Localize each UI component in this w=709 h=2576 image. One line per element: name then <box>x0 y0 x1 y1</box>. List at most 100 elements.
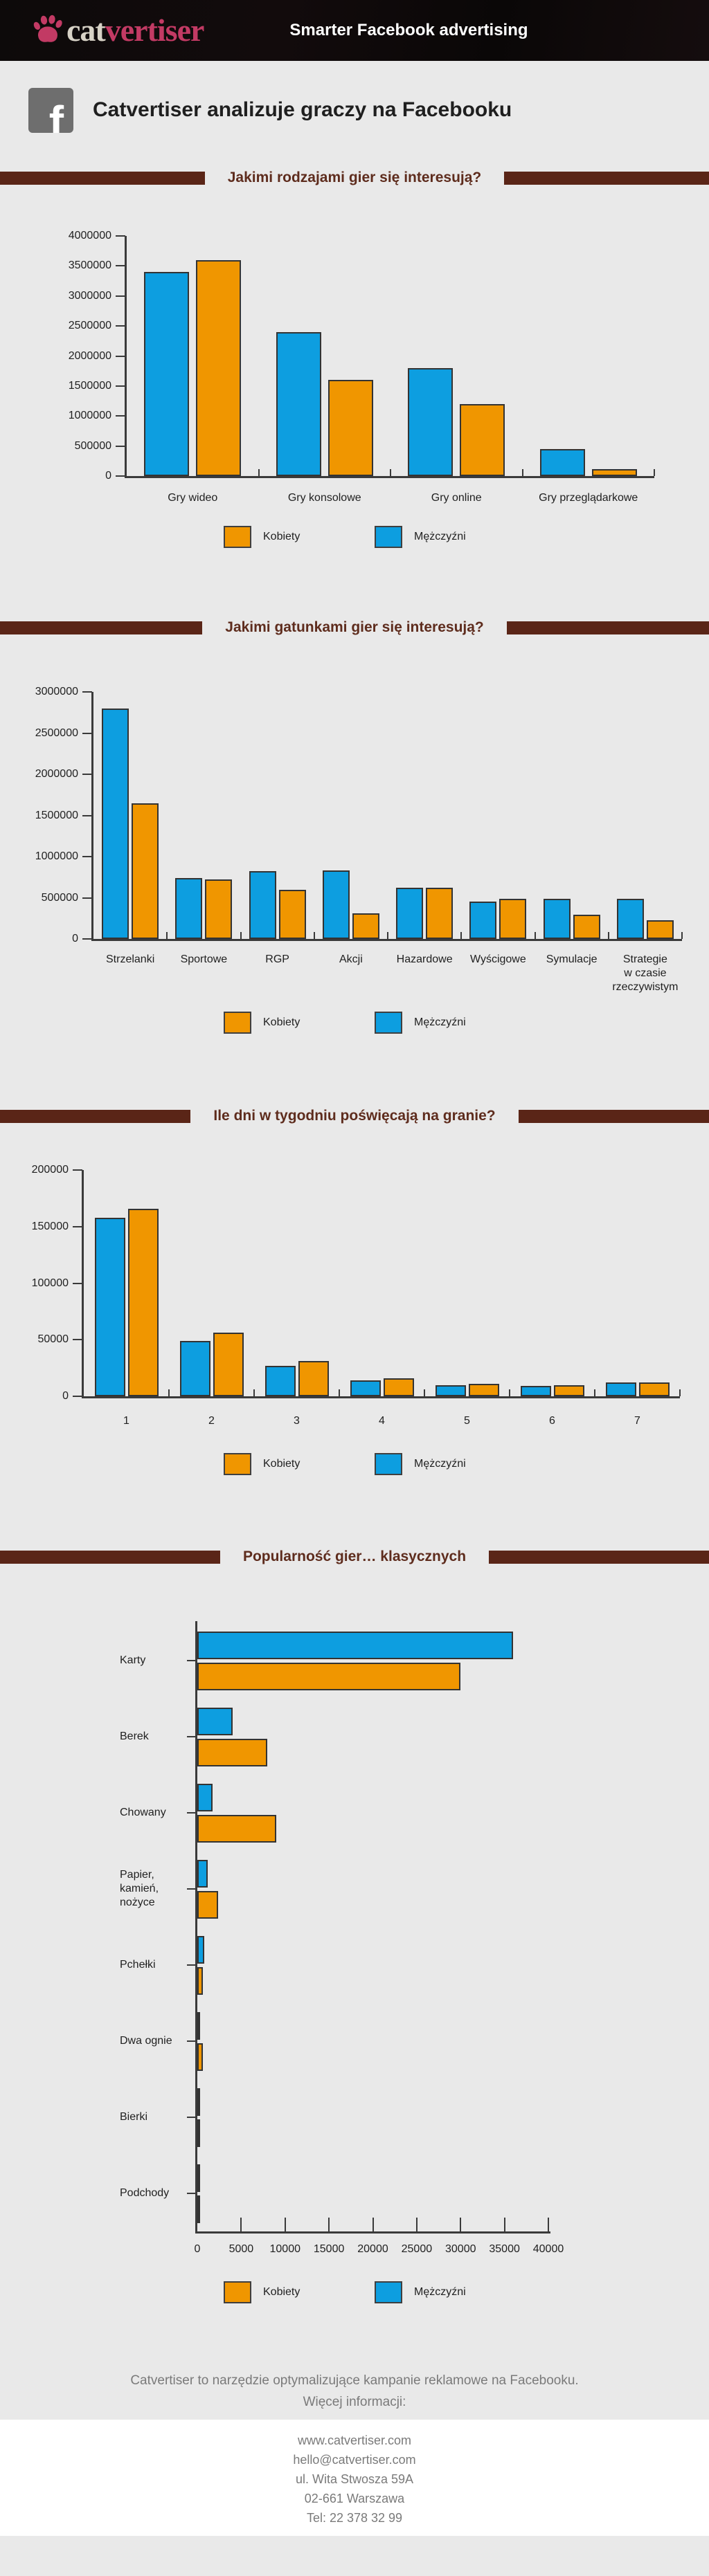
bar-kobiety-4 <box>426 888 454 939</box>
legend-item-mezczyzni: Mężczyźni <box>375 1012 485 1034</box>
x-axis-tick <box>387 932 388 939</box>
y-axis-line <box>91 692 93 941</box>
x-axis-line <box>91 939 682 941</box>
section-header-1: Jakimi rodzajami gier się interesują? <box>0 167 709 188</box>
footer-line-2: Więcej informacji: <box>303 2395 406 2409</box>
logo-text-cat: cat <box>66 12 106 48</box>
y-axis-label: 200000 <box>31 1164 69 1176</box>
bar-kobiety-7 <box>197 2195 200 2223</box>
y-axis-label: 100000 <box>31 1277 69 1289</box>
bar-kobiety-6 <box>573 915 600 939</box>
bar-kobiety-3 <box>591 468 637 476</box>
bar-kobiety-0 <box>132 803 159 939</box>
y-axis-tick <box>116 475 125 477</box>
bar-mezczyzni-6 <box>605 1382 636 1396</box>
x-axis-category-label: Akcji <box>339 953 363 965</box>
x-axis-tick <box>313 932 315 939</box>
section-title-2: Jakimi gatunkami gier się interesują? <box>225 619 484 635</box>
x-axis-tick <box>424 1389 425 1396</box>
x-axis-category-label: 5 <box>464 1415 470 1427</box>
bar-kobiety-5 <box>499 898 527 939</box>
footer-note: Catvertiser to narzędzie optymalizujące … <box>0 2370 709 2413</box>
y-axis-label: 1000000 <box>35 850 78 862</box>
x-axis-category-label: 4 <box>379 1415 385 1427</box>
chart-days-per-week: 0 50000 100000 150000 200000 1 2 3 4 5 6 7 <box>0 1162 709 1432</box>
bar-kobiety-1 <box>213 1333 244 1396</box>
legend-item-mezczyzni: Mężczyźni <box>375 2281 485 2303</box>
bar-mezczyzni-6 <box>543 898 571 939</box>
x-axis-tick <box>460 932 463 939</box>
bar-kobiety-3 <box>197 1890 219 1919</box>
y-axis-label: 2500000 <box>68 320 111 332</box>
x-axis-tick <box>284 2218 286 2231</box>
y-axis-line <box>195 1621 197 2234</box>
section-title-4: Popularność gier… klasycznych <box>242 1549 467 1564</box>
y-axis-tick <box>187 1964 196 1966</box>
facebook-icon: f <box>28 87 73 133</box>
y-axis-tick <box>82 691 92 693</box>
bar-kobiety-1 <box>327 380 373 476</box>
bar-mezczyzni-1 <box>175 877 203 939</box>
bar-kobiety-2 <box>298 1361 329 1396</box>
legend-label-kobiety: Kobiety <box>263 1458 300 1470</box>
legend-item-mezczyzni: Mężczyźni <box>375 526 485 548</box>
bar-mezczyzni-6 <box>197 2088 200 2116</box>
bar-mezczyzni-2 <box>249 871 276 939</box>
y-axis-label: 150000 <box>31 1220 69 1232</box>
bar-kobiety-0 <box>197 1662 461 1690</box>
x-axis-label: 15000 <box>313 2243 345 2255</box>
x-axis-category-label: Strzelanki <box>106 953 155 965</box>
bar-mezczyzni-5 <box>520 1386 551 1396</box>
bar-kobiety-0 <box>127 1208 159 1396</box>
y-axis-label: 3000000 <box>68 289 111 302</box>
bar-mezczyzni-3 <box>539 448 585 476</box>
bar-mezczyzni-0 <box>94 1217 125 1396</box>
x-axis-tick <box>654 469 655 476</box>
x-axis-tick <box>168 1389 170 1396</box>
y-axis-tick <box>73 1282 82 1284</box>
section-header-2: Jakimi gatunkami gier się interesują? <box>0 617 709 638</box>
legend-item-kobiety: Kobiety <box>224 526 334 548</box>
x-axis-tick <box>460 2218 462 2231</box>
x-axis-tick <box>390 469 391 476</box>
bar-kobiety-5 <box>553 1385 584 1396</box>
y-axis-label: 1500000 <box>68 379 111 392</box>
bar-mezczyzni-3 <box>350 1380 381 1396</box>
y-axis-tick <box>116 235 125 237</box>
legend-item-kobiety: Kobiety <box>224 1012 334 1034</box>
contact-email: hello@catvertiser.com <box>293 2453 416 2467</box>
x-axis-category-label: RGP <box>265 953 289 965</box>
x-axis-tick <box>534 932 536 939</box>
bar-mezczyzni-0 <box>102 708 129 939</box>
y-axis-label: 2000000 <box>35 768 78 780</box>
bar-mezczyzni-7 <box>616 898 644 939</box>
x-axis-tick <box>328 2218 330 2231</box>
y-axis-tick <box>82 732 92 734</box>
section-rule-left <box>0 1550 220 1564</box>
section-rule-left <box>0 1109 191 1123</box>
y-axis-tick <box>187 2193 196 2194</box>
y-axis-tick <box>82 938 92 940</box>
contact-city: 02-661 Warszawa <box>304 2492 405 2505</box>
bar-mezczyzni-1 <box>197 1707 233 1735</box>
legend-swatch-kobiety <box>224 526 251 548</box>
y-axis-line <box>125 236 127 478</box>
y-axis-category-label: Podchody <box>120 2187 170 2199</box>
x-axis-category-label: Gry przeglądarkowe <box>539 492 638 504</box>
x-axis-category-label: Gry online <box>431 492 482 504</box>
bar-mezczyzni-4 <box>197 1935 205 1964</box>
legend-chart-2: Kobiety Mężczyźni <box>0 1012 709 1034</box>
x-axis-tick <box>339 1389 340 1396</box>
paw-icon <box>33 15 62 42</box>
bar-mezczyzni-2 <box>264 1365 296 1396</box>
facebook-f-glyph: f <box>48 96 64 133</box>
legend-label-mezczyzni: Mężczyźni <box>414 1458 466 1470</box>
legend-swatch-mezczyzni <box>375 1012 402 1034</box>
legend-label-kobiety: Kobiety <box>263 531 300 542</box>
y-axis-label: 0 <box>72 933 78 944</box>
legend-label-mezczyzni: Mężczyźni <box>414 531 466 542</box>
y-axis-label: 3500000 <box>68 259 111 272</box>
y-axis-category-label: Bierki <box>120 2111 148 2123</box>
hero-section: f Catvertiser analizuje graczy na Facebo… <box>0 61 709 159</box>
x-axis-tick <box>679 1389 681 1396</box>
